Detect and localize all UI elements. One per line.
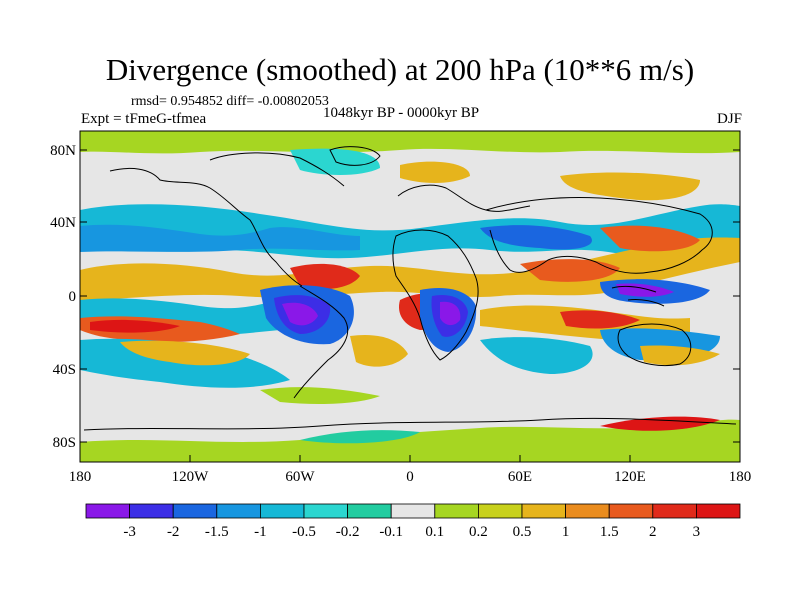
lat-label: 0 [69, 289, 77, 305]
period-label: 1048kyr BP - 0000kyr BP [323, 105, 480, 121]
experiment-label: Expt = tFmeG-tfmea [81, 111, 207, 127]
arctic-canada-coast [209, 152, 345, 187]
legend-label: -0.5 [292, 524, 316, 540]
legend-swatch [303, 503, 348, 519]
lon-label: 180 [729, 469, 752, 485]
legend-swatch [696, 503, 741, 519]
europe-coast [397, 184, 531, 212]
legend-label: 1 [562, 524, 570, 540]
north-atlantic-teal [290, 148, 380, 175]
lat-label: 80N [50, 143, 76, 159]
lon-label: 180 [69, 469, 92, 485]
legend-label: 1.5 [600, 524, 619, 540]
legend-label: 2 [649, 524, 657, 540]
stats-line: rmsd= 0.954852 diff= -0.00802053 [131, 94, 329, 109]
africa-coast [392, 229, 479, 361]
pacific-deep-red [90, 319, 180, 333]
legend-swatch [129, 503, 174, 519]
legend-label: -0.1 [379, 524, 403, 540]
legend-swatch [172, 503, 218, 519]
legend-swatch [477, 503, 523, 519]
australia-coast [617, 323, 692, 367]
south-pacific-orange [120, 340, 250, 366]
longitude-labels: 180 120W 60W 0 60E 120E 180 [69, 469, 752, 485]
legend-swatch [565, 503, 610, 519]
legend-swatch [521, 503, 566, 519]
map-title: Divergence (smoothed) at 200 hPa (10**6 … [105, 52, 695, 87]
color-legend [85, 503, 741, 519]
greenland-coast [329, 146, 381, 166]
legend-label: 0.1 [425, 524, 444, 540]
southern-green-streak [260, 387, 380, 404]
lat-label: 40S [53, 362, 76, 378]
lat-label: 40N [50, 215, 76, 231]
legend-swatch [434, 503, 479, 519]
arctic-band [80, 131, 740, 154]
mexico-red-blob [290, 263, 360, 290]
southern-teal-patch [300, 430, 420, 444]
europe-orange-blob [400, 161, 470, 183]
southern-red-patch [600, 416, 720, 431]
coastlines [83, 146, 737, 431]
legend-label: 0.5 [513, 524, 532, 540]
lon-label: 120E [614, 469, 646, 485]
lon-label: 120W [172, 469, 210, 485]
south-atlantic-orange [350, 334, 408, 367]
legend-label: -0.2 [336, 524, 360, 540]
lon-label: 60W [285, 469, 315, 485]
india-red-blob [520, 259, 620, 282]
legend-swatch [608, 503, 654, 519]
indian-ocean-red [560, 310, 640, 329]
legend-label: -2 [167, 524, 180, 540]
antarctic-band [80, 419, 740, 462]
subtropical-orange-band [80, 237, 740, 300]
legend-label: -1 [254, 524, 267, 540]
tasman-orange [640, 345, 720, 366]
north-pacific-blue [80, 224, 360, 252]
legend-swatch [85, 503, 130, 519]
axis-ticks [79, 149, 741, 462]
legend-swatch [652, 503, 697, 519]
legend-label: -1.5 [205, 524, 229, 540]
legend-label: 3 [693, 524, 701, 540]
legend-swatch [347, 503, 392, 519]
legend-label: 0.2 [469, 524, 488, 540]
siberia-orange-blob [560, 172, 700, 201]
south-indian-teal [480, 337, 593, 374]
legend-swatch [390, 503, 436, 519]
antarctica-coast [83, 417, 737, 431]
lon-label: 0 [406, 469, 414, 485]
legend-labels: -3 -2 -1.5 -1 -0.5 -0.2 -0.1 0.1 0.2 0.5 1 1.5 2 3 [123, 524, 700, 540]
south-america-coast [293, 285, 349, 399]
indonesia-coast [611, 285, 665, 307]
lon-label: 60E [508, 469, 532, 485]
amazon-violet-core [282, 302, 318, 326]
legend-label: -3 [123, 524, 136, 540]
legend-swatch [216, 503, 261, 519]
central-africa-violet [440, 301, 461, 326]
latitude-labels: 80N 40N 0 40S 80S [50, 143, 76, 451]
japan-red-blob [600, 225, 700, 252]
legend-swatch [259, 503, 305, 519]
season-label: DJF [716, 111, 742, 127]
asia-coast [485, 197, 713, 274]
asia-blue-blob [480, 225, 592, 250]
lat-label: 80S [53, 435, 76, 451]
north-america-coast [109, 167, 303, 287]
